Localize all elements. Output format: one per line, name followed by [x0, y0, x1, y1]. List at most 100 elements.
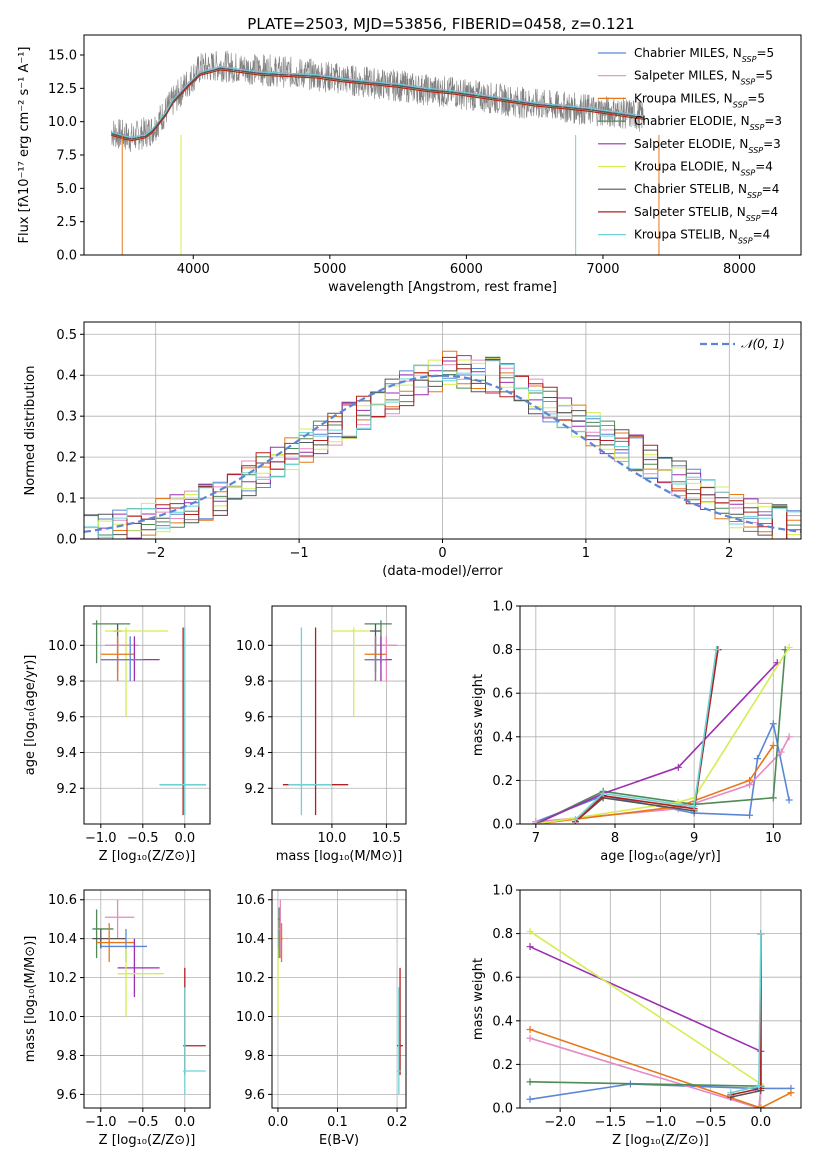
plus-marker	[712, 646, 720, 654]
y-tick-label: 5.0	[56, 182, 77, 197]
x-axis-label: age [log₁₀(age/yr)]	[600, 849, 721, 864]
legend-nssp: =4	[760, 205, 778, 219]
plus-marker	[785, 643, 793, 651]
legend-model-name: Chabrier ELODIE, N	[634, 114, 750, 128]
y-tick-label: 9.6	[244, 710, 265, 725]
axes-frame	[83, 34, 802, 256]
plus-marker	[532, 820, 540, 824]
y-tick-label: 12.5	[48, 82, 77, 97]
gaussian-curve	[84, 374, 801, 533]
errorbar-point	[117, 948, 164, 1017]
errorbar-point	[331, 627, 371, 717]
plus-marker	[755, 1082, 763, 1090]
legend-subscript: SSP	[750, 123, 765, 132]
y-tick-label: 0.3	[56, 410, 77, 425]
mass-weight-series	[526, 1026, 795, 1108]
errorbar-point	[288, 627, 332, 816]
errorbar-point	[282, 627, 349, 816]
x-tick-label: 7	[532, 831, 540, 846]
plus-marker	[674, 763, 682, 771]
mass-weight-series	[526, 927, 765, 1088]
x-axis-label: E(B-V)	[319, 1133, 359, 1148]
x-tick-label: 0.0	[174, 831, 195, 846]
legend-entry: Chabrier STELIB, NSSP=4	[634, 182, 779, 200]
legend-nssp: =3	[763, 137, 781, 151]
y-tick-label: 10.0	[48, 639, 77, 654]
plus-marker	[526, 1078, 534, 1086]
y-tick-label: 9.8	[56, 1049, 77, 1064]
legend-model-name: Kroupa ELODIE, N	[634, 160, 741, 174]
y-tick-label: 10.6	[236, 893, 265, 908]
y-tick-label: 0.8	[492, 643, 513, 658]
legend-entry: Kroupa MILES, NSSP=5	[634, 91, 765, 109]
model-curve	[111, 66, 644, 138]
plus-marker	[526, 1095, 534, 1103]
y-axis-label: age [log₁₀(age/yr)]	[23, 655, 38, 776]
y-tick-label: 0.2	[56, 451, 77, 466]
errorbar-point	[364, 620, 392, 664]
plot-area	[277, 899, 404, 1095]
axes-frame	[83, 605, 211, 825]
plot-area	[532, 643, 793, 824]
y-tick-label: 9.4	[56, 746, 77, 761]
plus-marker	[727, 1089, 735, 1097]
legend-model-name: Salpeter ELODIE, N	[634, 137, 748, 151]
y-tick-label: 10.0	[236, 639, 265, 654]
panel-massweight-vs-Z: −2.0 −1.5 −1.0 −0.5 0.0 0.0 0.2 0.4 0.6 0.8 1.0 Z […	[471, 884, 802, 1148]
y-tick-label: 9.2	[244, 782, 265, 797]
data-spectrum	[111, 50, 645, 152]
plus-marker	[753, 755, 761, 763]
x-tick-label: 0.2	[387, 1115, 408, 1130]
errorbar-point	[364, 636, 392, 682]
errorbar-point	[375, 636, 398, 682]
y-tick-label: 0.0	[56, 249, 77, 264]
panel-mass-vs-EBV: 0.0 0.1 0.2 9.6 9.8 10.0 10.2 10.4 10.6 E(B-V)	[236, 889, 408, 1148]
y-tick-label: 1.0	[492, 884, 513, 899]
legend-nssp: =5	[756, 46, 774, 60]
y-tick-label: 15.0	[48, 49, 77, 64]
legend-gaussian-label: 𝒩(0, 1)	[741, 337, 785, 351]
errorbar-point	[183, 967, 206, 1075]
panel-age-vs-mass: 10.0 10.5 9.2 9.4 9.6 9.8 10.0 mass [log₁₀(M/M⊙…	[236, 605, 407, 864]
plus-marker	[526, 927, 534, 935]
legend-nssp: =3	[764, 114, 782, 128]
y-tick-label: 9.8	[56, 675, 77, 690]
x-tick-label: 4000	[177, 262, 210, 277]
panel-mass-vs-Z: −1.0 −0.5 0.0 9.6 9.8 10.0 10.2 10.4 10.6 Z [log₁…	[23, 889, 211, 1148]
x-tick-label: −1	[290, 546, 309, 561]
x-tick-label: 8000	[723, 262, 756, 277]
errorbar-point	[397, 987, 401, 1095]
plus-marker	[526, 1026, 534, 1034]
errorbar-point	[183, 987, 206, 1095]
y-tick-label: 0.4	[56, 369, 77, 384]
y-axis-label: mass [log₁₀(M/M⊙)]	[23, 936, 38, 1063]
plot-area	[84, 350, 801, 539]
x-tick-label: 0.1	[327, 1115, 348, 1130]
x-tick-label: −1.0	[645, 1115, 677, 1130]
legend-entry: Chabrier MILES, NSSP=5	[634, 46, 774, 64]
y-tick-label: 9.2	[56, 782, 77, 797]
y-tick-label: 10.4	[236, 932, 265, 947]
x-tick-label: 1	[582, 546, 590, 561]
legend-entry: Chabrier ELODIE, NSSP=3	[634, 114, 782, 132]
legend-nssp: =4	[753, 228, 771, 242]
y-tick-label: 9.8	[244, 675, 265, 690]
y-tick-label: 9.6	[244, 1088, 265, 1103]
legend-nssp: =5	[747, 91, 765, 105]
x-tick-label: −0.5	[127, 831, 159, 846]
legend-subscript: SSP	[747, 191, 762, 200]
axes-frame	[271, 889, 407, 1109]
x-tick-label: 0.0	[751, 1115, 772, 1130]
y-tick-label: 0.0	[56, 533, 77, 548]
errorbar-point	[117, 938, 160, 998]
plus-marker	[787, 1089, 795, 1097]
y-tick-label: 0.6	[492, 971, 513, 986]
legend-model-name: Salpeter MILES, N	[634, 69, 741, 83]
x-tick-label: 7000	[586, 262, 619, 277]
y-tick-label: 9.6	[56, 710, 77, 725]
plus-marker	[746, 811, 754, 819]
y-tick-label: 0.0	[492, 1102, 513, 1117]
y-tick-label: 0.6	[492, 687, 513, 702]
legend-subscript: SSP	[741, 168, 756, 177]
plot-area	[282, 620, 398, 816]
